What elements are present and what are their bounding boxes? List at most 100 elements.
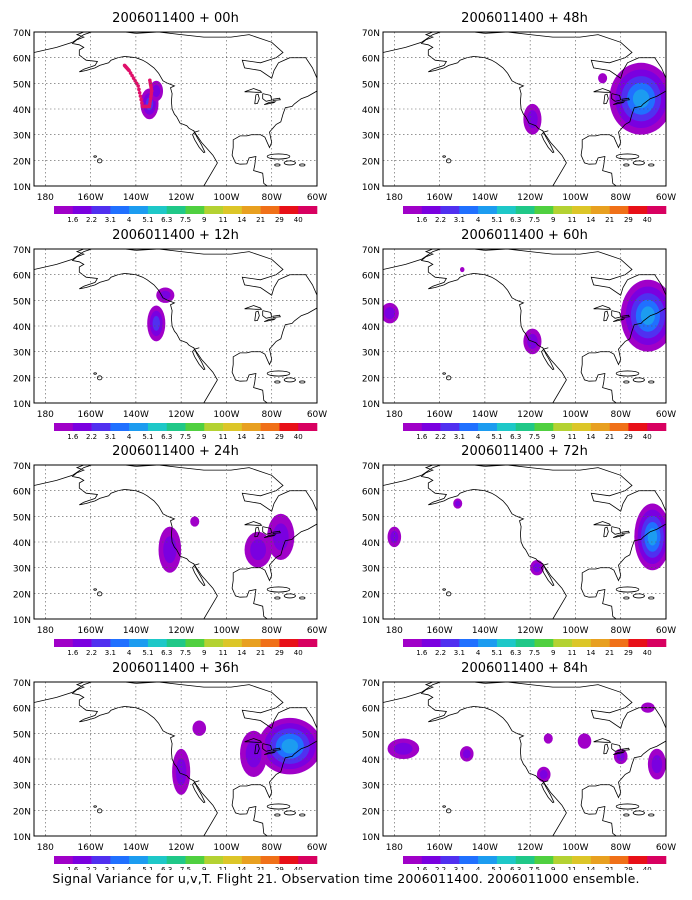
- colorbar-swatch: [440, 423, 460, 431]
- island: [266, 803, 291, 810]
- island: [632, 160, 645, 166]
- lat-tick-label: 70N: [13, 29, 31, 39]
- lake-outline: [603, 526, 609, 538]
- colorbar-swatch: [298, 856, 318, 864]
- colorbar-swatch: [590, 639, 610, 647]
- colorbar-swatch: [223, 856, 243, 864]
- lake-outline: [272, 530, 281, 534]
- colorbar-label: 2.2: [435, 649, 446, 657]
- lake-outline: [244, 305, 263, 310]
- colorbar-swatch: [54, 639, 74, 647]
- island: [96, 591, 103, 597]
- colorbar-label: 29: [624, 866, 633, 870]
- colorbar-label: 11: [568, 649, 577, 657]
- panel-title: 2006011400 + 84h: [461, 661, 588, 676]
- colorbar-label: 5.1: [142, 866, 153, 870]
- colorbar-swatch: [534, 639, 554, 647]
- colorbar-swatch: [403, 423, 423, 431]
- island: [648, 596, 655, 600]
- lat-tick-label: 40N: [13, 539, 31, 549]
- flight-dot: [148, 78, 152, 83]
- lat-tick-label: 60N: [13, 55, 31, 65]
- variance-contour: [647, 528, 658, 546]
- colorbar-swatch: [298, 423, 318, 431]
- lat-tick-label: 50N: [362, 730, 380, 740]
- colorbar-swatch: [609, 639, 629, 647]
- variance-contour: [455, 500, 461, 507]
- lat-tick-label: 70N: [13, 462, 31, 472]
- lon-tick-label: 100W: [213, 843, 239, 853]
- lake-outline: [621, 530, 630, 534]
- island: [442, 372, 446, 375]
- variance-field: [172, 717, 317, 795]
- lon-tick-label: 120W: [168, 193, 194, 203]
- colorbar-label: 9: [202, 216, 206, 224]
- island: [648, 163, 655, 167]
- lon-tick-label: 80W: [262, 843, 282, 853]
- island: [274, 596, 281, 600]
- colorbar-label: 9: [551, 649, 555, 657]
- island: [283, 593, 296, 599]
- variance-contour: [175, 758, 187, 786]
- lon-tick-label: 120W: [517, 193, 543, 203]
- colorbar-label: 1.6: [67, 216, 79, 224]
- lon-tick-label: 160W: [78, 626, 104, 636]
- island: [93, 805, 97, 808]
- lat-tick-label: 10N: [13, 833, 31, 843]
- lake-outline: [264, 534, 277, 538]
- colorbar-label: 9: [551, 433, 555, 441]
- lat-tick-label: 40N: [13, 756, 31, 766]
- lake-outline: [262, 743, 273, 752]
- colorbar-swatch: [110, 856, 130, 864]
- colorbar-label: 40: [643, 649, 652, 657]
- colorbar-label: 2.2: [435, 866, 446, 870]
- colorbar-label: 5.1: [491, 433, 502, 441]
- colorbar-swatch: [241, 639, 261, 647]
- colorbar-label: 29: [275, 649, 284, 657]
- lat-tick-label: 40N: [362, 539, 380, 549]
- colorbar-swatch: [572, 639, 592, 647]
- lake-outline: [254, 310, 260, 322]
- island: [615, 586, 640, 593]
- island: [623, 163, 630, 167]
- colorbar-label: 2.2: [435, 433, 446, 441]
- lon-tick-label: 180: [37, 193, 54, 203]
- variance-contour: [152, 85, 161, 98]
- lake-outline: [244, 521, 263, 526]
- colorbar-label: 2.2: [435, 216, 446, 224]
- colorbar-label: 2.2: [86, 216, 97, 224]
- island: [442, 588, 446, 591]
- colorbar-swatch: [129, 856, 149, 864]
- island: [445, 375, 452, 381]
- flight-dot: [139, 97, 143, 102]
- panel-title: 2006011400 + 00h: [112, 11, 239, 26]
- lat-tick-label: 30N: [362, 565, 380, 575]
- variance-field: [387, 702, 666, 783]
- lake-outline: [593, 305, 612, 310]
- colorbar-swatch: [129, 206, 149, 214]
- variance-contour: [616, 751, 625, 761]
- colorbar-swatch: [129, 639, 149, 647]
- colorbar-label: 21: [256, 866, 265, 870]
- colorbar-swatch: [572, 206, 592, 214]
- island: [445, 591, 452, 597]
- lat-tick-label: 70N: [362, 246, 380, 256]
- lake-outline: [254, 743, 260, 755]
- colorbar-label: 14: [586, 649, 595, 657]
- lat-tick-label: 40N: [362, 756, 380, 766]
- colorbar-label: 2.2: [86, 433, 97, 441]
- island: [615, 370, 640, 377]
- colorbar-swatch: [279, 639, 299, 647]
- colorbar-swatch: [241, 206, 261, 214]
- lake-outline: [603, 743, 609, 755]
- colorbar: 1.6 2.2 3.1 4 5.1 6.3 7.5 9 11 14 21 29 40: [54, 206, 318, 224]
- colorbar-label: 14: [237, 216, 246, 224]
- colorbar-swatch: [534, 206, 554, 214]
- colorbar-swatch: [185, 423, 205, 431]
- lat-tick-label: 50N: [13, 730, 31, 740]
- lake-outline: [244, 738, 263, 743]
- colorbar-label: 1.6: [67, 649, 79, 657]
- lon-tick-label: 160W: [78, 410, 104, 420]
- colorbar-label: 7.5: [180, 216, 191, 224]
- colorbar-swatch: [110, 639, 130, 647]
